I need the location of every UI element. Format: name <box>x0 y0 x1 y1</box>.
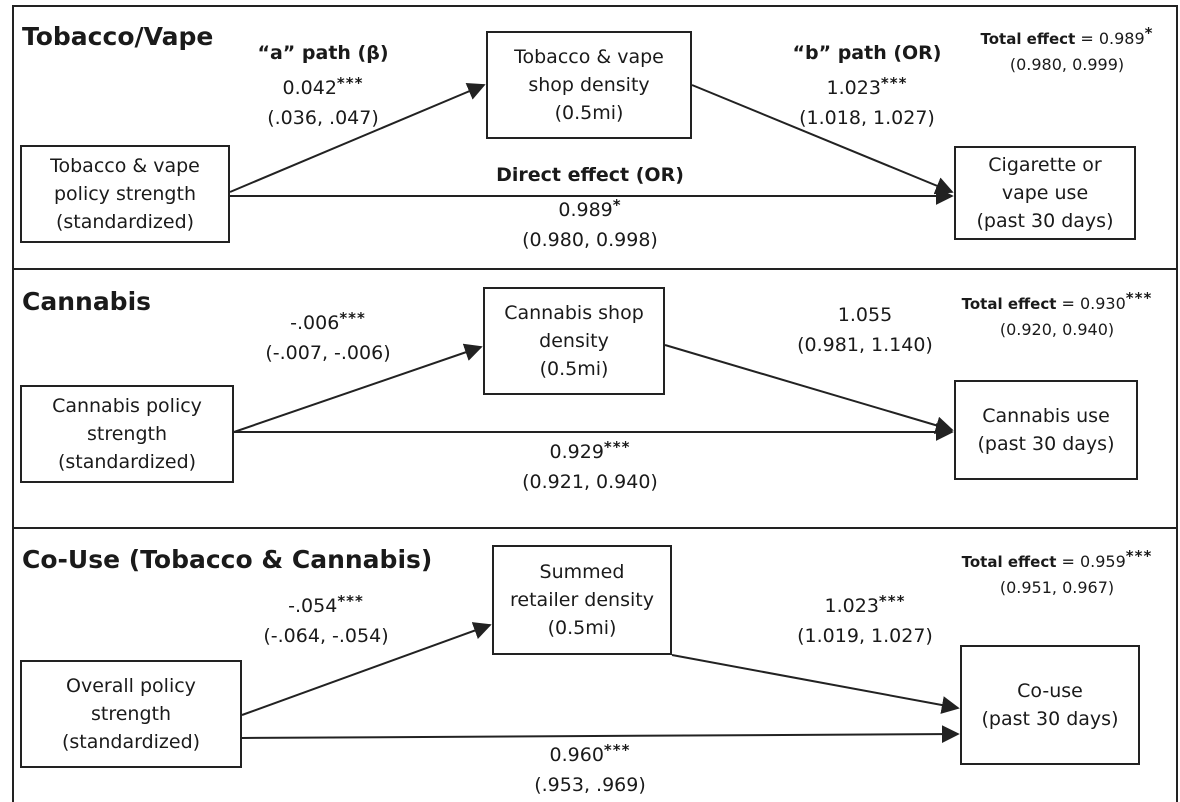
total-effect-value: = 0.959 <box>1056 552 1126 571</box>
a-path-value: -.054 <box>288 595 338 617</box>
direct-effect-ci: (0.980, 0.998) <box>522 229 658 251</box>
total-effect-value: = 0.989 <box>1075 29 1145 48</box>
total-effect-label: Total effect <box>961 295 1057 313</box>
b-path-significance: *** <box>880 74 908 92</box>
mediator-box: Cannabis shop density (0.5mi) <box>483 287 665 395</box>
panel-title: Tobacco/Vape <box>22 22 214 51</box>
total-effect-ci: (0.980, 0.999) <box>1009 55 1125 74</box>
panel-title: Co-Use (Tobacco & Cannabis) <box>22 545 433 574</box>
a-path-significance: *** <box>339 309 366 327</box>
b-path-value: 1.023 <box>826 77 881 99</box>
b-path-ci: (1.019, 1.027) <box>797 625 933 647</box>
a-path-ci: (-.064, -.054) <box>263 625 389 647</box>
a-path-ci: (.036, .047) <box>267 107 379 129</box>
total-effect: Total effect = 0.989* (0.980, 0.999) <box>962 20 1172 78</box>
outcome-box: Co-use (past 30 days) <box>960 645 1140 765</box>
outcome-box: Cannabis use (past 30 days) <box>954 380 1138 480</box>
total-effect-value: = 0.930 <box>1056 294 1126 313</box>
total-effect-significance: *** <box>1125 289 1153 307</box>
total-effect-ci: (0.951, 0.967) <box>999 578 1115 597</box>
a-path-significance: *** <box>337 592 364 610</box>
direct-effect-ci: (.953, .969) <box>534 774 646 796</box>
direct-effect-label: Direct effect (OR) 0.989* (0.980, 0.998) <box>480 160 700 255</box>
b-path-label: 1.023*** (1.019, 1.027) <box>780 586 950 651</box>
b-path-label: 1.055 (0.981, 1.140) <box>780 295 950 360</box>
mediator-box: Tobacco & vape shop density (0.5mi) <box>486 31 692 139</box>
direct-effect-significance: *** <box>603 438 631 456</box>
b-path-significance: *** <box>878 592 906 610</box>
exposure-box: Overall policy strength (standardized) <box>20 660 242 768</box>
b-path-ci: (0.981, 1.140) <box>797 334 933 356</box>
total-effect-significance: * <box>1144 24 1154 42</box>
direct-effect-significance: *** <box>603 741 631 759</box>
panel-title: Cannabis <box>22 287 152 316</box>
direct-effect-ci: (0.921, 0.940) <box>522 471 658 493</box>
a-path-label: -.006*** (-.007, -.006) <box>248 303 408 368</box>
direct-effect-value: 0.989 <box>558 199 613 221</box>
a-path-heading: “a” path (β) <box>257 42 389 64</box>
mediator-box: Summed retailer density (0.5mi) <box>492 545 672 655</box>
a-path-significance: *** <box>336 74 364 92</box>
direct-effect-value: 0.960 <box>549 744 604 766</box>
direct-effect-label: 0.960*** (.953, .969) <box>480 735 700 800</box>
a-path-ci: (-.007, -.006) <box>265 342 391 364</box>
b-path-ci: (1.018, 1.027) <box>799 107 935 129</box>
exposure-box: Tobacco & vape policy strength (standard… <box>20 145 230 243</box>
b-path-heading: “b” path (OR) <box>792 42 942 64</box>
total-effect: Total effect = 0.930*** (0.920, 0.940) <box>942 285 1172 343</box>
total-effect: Total effect = 0.959*** (0.951, 0.967) <box>942 543 1172 601</box>
b-path-value: 1.023 <box>824 595 879 617</box>
outcome-box: Cigarette or vape use (past 30 days) <box>954 146 1136 240</box>
direct-effect-significance: * <box>612 196 622 214</box>
b-path-label: “b” path (OR) 1.023*** (1.018, 1.027) <box>782 38 952 133</box>
a-path-label: -.054*** (-.064, -.054) <box>246 586 406 651</box>
total-effect-significance: *** <box>1125 547 1153 565</box>
direct-effect-label: 0.929*** (0.921, 0.940) <box>480 432 700 497</box>
total-effect-ci: (0.920, 0.940) <box>999 320 1115 339</box>
a-path-label: “a” path (β) 0.042*** (.036, .047) <box>248 38 398 133</box>
direct-effect-value: 0.929 <box>549 441 604 463</box>
exposure-box: Cannabis policy strength (standardized) <box>20 385 234 483</box>
total-effect-label: Total effect <box>980 30 1076 48</box>
direct-effect-heading: Direct effect (OR) <box>496 164 684 186</box>
a-path-value: -.006 <box>290 312 340 334</box>
total-effect-label: Total effect <box>961 553 1057 571</box>
a-path-value: 0.042 <box>282 77 337 99</box>
b-path-value: 1.055 <box>837 304 893 326</box>
